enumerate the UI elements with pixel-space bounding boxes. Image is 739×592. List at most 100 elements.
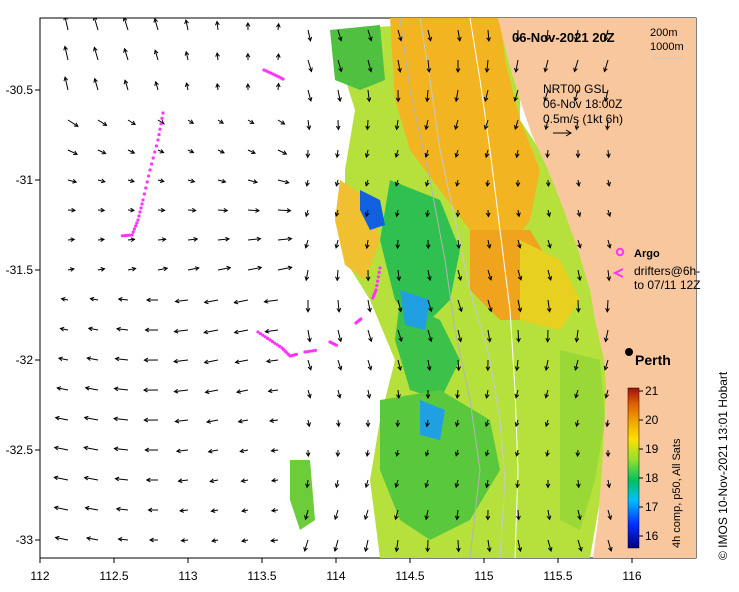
drifter-point <box>376 275 380 279</box>
current-vector <box>277 119 285 125</box>
current-vector-head <box>456 547 461 553</box>
current-vector <box>88 327 99 331</box>
drifter-point <box>308 349 312 353</box>
current-vector <box>577 509 581 520</box>
current-vector <box>604 89 609 102</box>
current-vector-head <box>215 51 220 57</box>
current-vector-head <box>335 276 340 282</box>
current-vector-head <box>70 237 76 243</box>
current-vector-head <box>193 237 199 242</box>
current-vector <box>457 299 462 312</box>
current-vector-head <box>280 120 286 125</box>
current-vector-head <box>486 547 492 553</box>
current-vector-head <box>573 365 579 371</box>
current-vector <box>517 209 520 217</box>
current-vector-head <box>101 150 107 155</box>
current-vector <box>114 448 129 451</box>
current-vector <box>516 359 519 371</box>
current-vector-head <box>395 451 400 457</box>
current-vector-head <box>211 538 217 543</box>
drifter-point <box>151 156 155 160</box>
current-vector-head <box>53 475 59 481</box>
current-vector-head <box>603 365 609 371</box>
current-vector <box>397 269 400 281</box>
drifter-point <box>134 224 138 228</box>
current-vector <box>181 539 189 542</box>
current-vector-head <box>113 446 119 452</box>
drifter-point <box>128 233 132 237</box>
current-vector-head <box>113 416 118 422</box>
current-vector-head <box>142 387 148 393</box>
current-vector <box>425 509 429 520</box>
current-vector <box>127 119 136 125</box>
current-vector <box>216 52 219 61</box>
current-vector-head <box>454 97 459 103</box>
current-vector-head <box>147 507 153 513</box>
current-vector-head <box>93 46 98 52</box>
current-vector-head <box>395 212 400 218</box>
drifter-point <box>131 230 135 234</box>
drifter-point <box>120 234 124 238</box>
drifter-point <box>306 350 310 354</box>
current-vector-head <box>424 152 430 159</box>
current-vector <box>336 269 339 281</box>
x-tick-label: 112.5 <box>99 569 128 583</box>
current-vector <box>545 359 549 371</box>
current-vector-head <box>336 422 341 428</box>
current-vector-head <box>485 515 491 521</box>
current-vector <box>427 539 429 552</box>
current-vector <box>577 209 581 217</box>
current-vector-head <box>159 149 165 154</box>
current-vector <box>114 418 129 421</box>
current-vector-head <box>605 452 611 458</box>
current-vector-head <box>53 445 59 451</box>
current-vector <box>337 89 341 102</box>
drifter-symbol <box>612 268 624 278</box>
current-vector-head <box>516 337 521 343</box>
current-vector <box>365 539 369 552</box>
current-vector <box>604 59 609 72</box>
current-vector-head <box>513 96 518 102</box>
current-vector <box>204 299 219 303</box>
current-vector-head <box>457 337 463 343</box>
current-vector <box>544 59 549 72</box>
current-vector <box>605 389 609 398</box>
current-vector-head <box>60 297 66 302</box>
current-vector-head <box>143 357 149 363</box>
current-vector <box>486 479 489 488</box>
current-vector-head <box>607 515 612 521</box>
current-vector <box>175 299 189 302</box>
drifter-point <box>141 198 145 202</box>
current-vector-head <box>425 181 430 187</box>
current-vector-head <box>547 275 553 282</box>
current-vector-head <box>215 20 220 26</box>
current-vector-head <box>173 328 179 334</box>
current-vector <box>515 59 519 72</box>
current-vector-head <box>86 356 92 361</box>
current-vector <box>127 149 135 154</box>
current-vector-head <box>394 181 400 187</box>
current-vector-head <box>363 515 369 521</box>
drifter-point <box>161 111 165 115</box>
current-vector <box>157 267 168 271</box>
current-vector <box>307 419 310 427</box>
current-vector <box>575 389 579 398</box>
current-vector-head <box>455 212 461 218</box>
drifter-point <box>158 127 162 131</box>
current-vector <box>455 89 459 102</box>
current-vector-head <box>547 546 553 553</box>
current-vector-head <box>398 337 403 343</box>
current-vector-head <box>63 45 68 51</box>
current-vector-head <box>397 36 403 42</box>
current-vector-head <box>367 67 373 73</box>
current-vector-head <box>219 149 225 154</box>
current-vector <box>306 479 309 488</box>
current-vector <box>575 119 579 130</box>
current-vector-head <box>485 212 491 218</box>
current-vector <box>187 267 199 271</box>
current-vector-head <box>486 37 491 43</box>
current-vector <box>395 479 399 488</box>
current-vector-head <box>575 422 580 428</box>
current-vector <box>115 478 129 481</box>
y-tick-label: -32.5 <box>6 443 34 457</box>
